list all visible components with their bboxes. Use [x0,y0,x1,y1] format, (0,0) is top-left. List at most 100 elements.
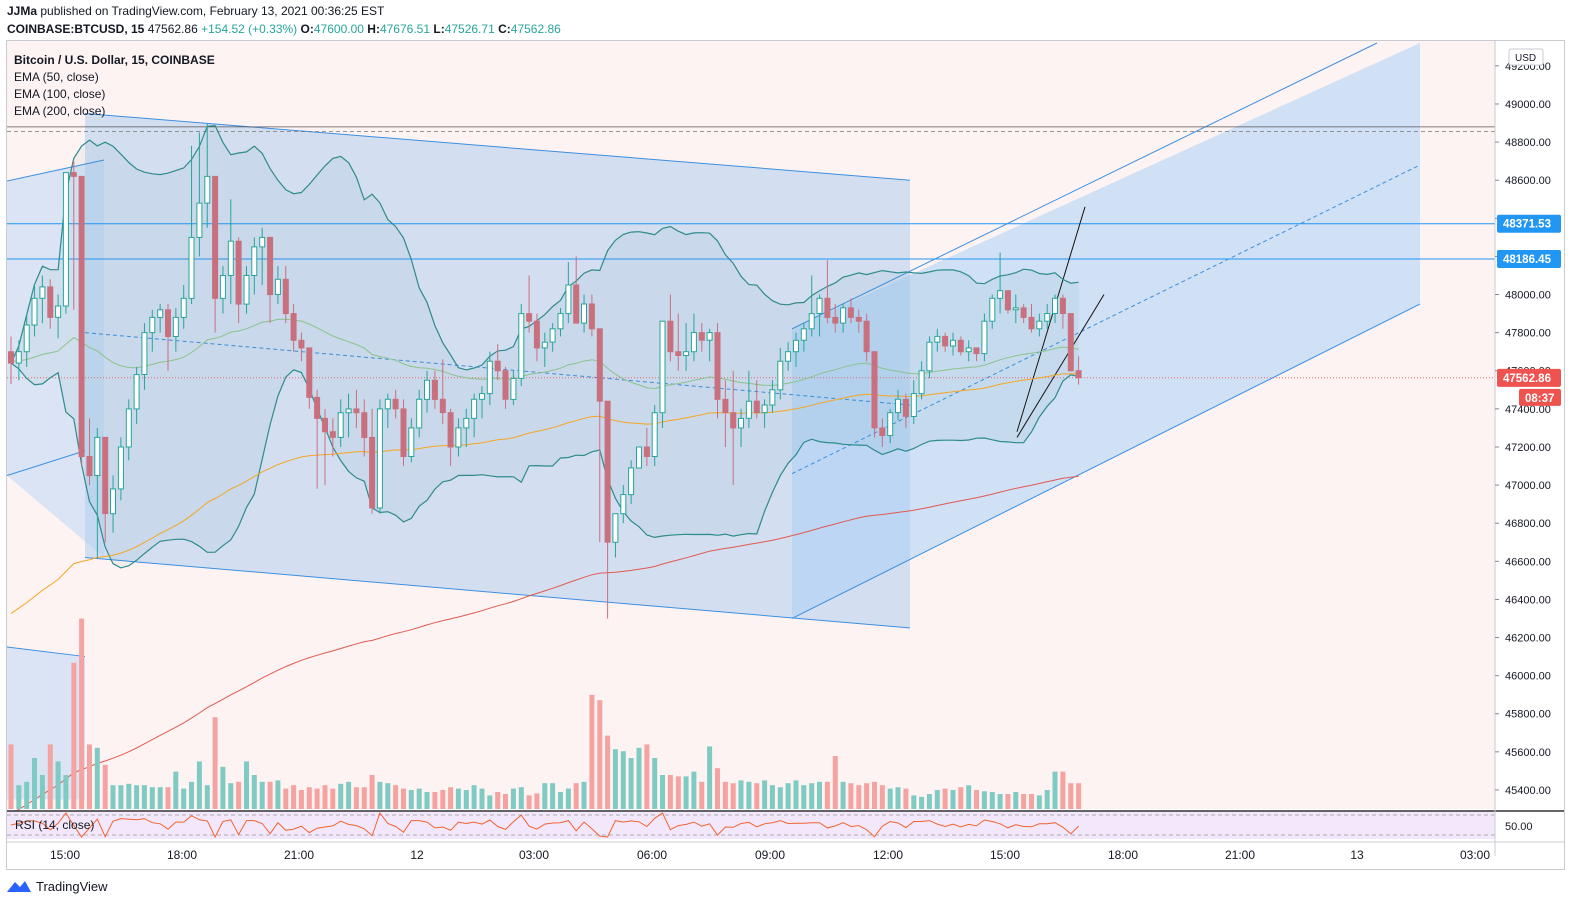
volume-bar [102,764,108,809]
volume-bar [267,781,273,809]
y-tick-label: 48800.00 [1505,137,1551,149]
candle [683,351,690,357]
candle [855,316,862,322]
candle [541,341,548,349]
volume-bar [581,781,587,809]
candle [392,398,399,410]
candle [219,275,226,299]
candle [628,467,635,496]
volume-bar [730,783,736,809]
candle [808,313,815,330]
candle [745,400,752,419]
volume-bar [534,793,540,809]
channel-line [7,159,105,182]
chart-legend: Bitcoin / U.S. Dollar, 15, COINBASE EMA … [14,52,215,120]
volume-bar [620,751,626,809]
currency-box [1508,48,1544,66]
ema50-line [10,318,1079,390]
candle [526,313,533,322]
candle [950,339,956,347]
volume-bar [283,788,289,809]
tradingview-footer[interactable]: TradingView [6,878,108,894]
candle [1075,370,1082,379]
candle [31,297,38,326]
ohlc-header: COINBASE:BTCUSD, 15 47562.86 +154.52 (+0… [7,22,561,36]
volume-bar [707,746,713,809]
volume-bar [361,787,367,809]
volume-bar [981,791,987,809]
volume-bar [856,785,862,809]
candle [70,172,77,177]
bollinger-lower [10,362,1079,569]
volume-bar [471,785,477,809]
volume-bar [94,747,100,809]
x-tick-label: 18:00 [167,848,197,862]
x-tick-label: 09:00 [755,848,785,862]
candle [369,436,376,509]
volume-bar [573,783,579,809]
y-tick-label: 47200.00 [1505,442,1551,454]
volume-bar [141,785,147,809]
candle [455,427,462,448]
volume-bar [966,785,972,809]
volume-bar [1076,783,1082,809]
candle [675,351,682,357]
channel-line [791,42,1378,330]
candle [643,446,650,457]
volume-bar [314,788,320,809]
volume-bar [259,781,265,809]
volume-bar [542,783,548,809]
volume-bar [401,788,406,809]
x-tick-label: 15:00 [990,848,1020,862]
candle [714,332,721,400]
candle [722,398,729,414]
volume-bar [487,795,493,809]
volume-bar [63,775,69,809]
volume-bar [997,794,1003,809]
candle [306,347,313,398]
channel-fill-up [792,43,1420,619]
y-tick-label: 46200.00 [1505,633,1551,645]
volume-bar [32,758,37,809]
candle [157,309,164,318]
channel-line [84,556,911,629]
volume-bar [220,766,226,809]
candle [165,309,171,337]
volume-bar [832,756,838,809]
volume-bar [565,788,571,809]
price-label-box [1497,249,1561,268]
candle [565,284,572,315]
volume-bar [330,788,336,809]
volume-bar [377,781,383,809]
volume-bar [118,785,124,809]
volume-bar [660,775,665,809]
price-label: 48186.45 [1503,254,1552,266]
volume-bar [510,788,516,809]
candle [926,341,933,372]
x-tick-label: 06:00 [637,848,667,862]
candle [518,313,525,379]
candle [23,324,30,353]
volume-bar [71,662,77,809]
volume-bar [1060,771,1066,809]
volume-bar [369,775,375,809]
volume-bar [919,796,925,809]
candle [902,398,909,417]
channel-line [84,113,911,181]
candle [39,286,46,299]
volume-bar [204,785,210,809]
volume-bar [291,785,297,809]
trend-line [1016,294,1105,438]
symbol-title: Bitcoin / U.S. Dollar, 15, COINBASE [14,53,215,67]
candle [141,332,148,376]
volume-bar [306,787,312,809]
candle [730,412,737,429]
candle [431,379,438,400]
price-chart[interactable]: RSI (14, close) 50.00 45400.00 45600.00 4580… [7,41,1564,869]
chart-area[interactable]: RSI (14, close) 50.00 45400.00 45600.00 4580… [6,40,1565,870]
volume-bar [55,761,61,809]
candle [251,246,258,276]
volume-bar [801,785,807,809]
volume-bar [754,783,760,809]
channel-midline [791,164,1421,475]
